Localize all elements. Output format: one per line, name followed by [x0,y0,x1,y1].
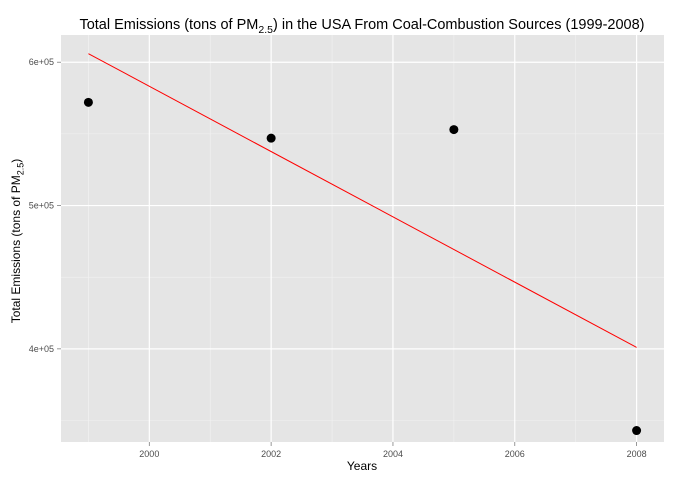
x-tick-label: 2000 [139,449,159,459]
y-tick-label: 5e+05 [29,201,54,211]
plot-panel [61,35,664,442]
x-tick-label: 2002 [261,449,281,459]
data-point [632,426,642,436]
major-gridlines [61,35,664,442]
x-axis-ticks: 2000 2002 2004 2006 2008 [139,442,647,459]
x-tick-label: 2006 [505,449,525,459]
trend-line-layer [88,53,637,348]
y-axis-label: Total Emissions (tons of PM2.5) [9,159,26,324]
data-point [449,125,459,135]
trend-line [88,53,637,348]
y-axis-ticks: 4e+05 5e+05 6e+05 [29,57,61,354]
x-axis-label: Years [347,459,377,473]
x-tick-label: 2004 [383,449,403,459]
data-point [266,133,276,143]
chart-title: Total Emissions (tons of PM2.5) in the U… [79,17,644,36]
y-tick-label: 6e+05 [29,57,54,67]
data-point [83,97,93,107]
x-tick-label: 2008 [627,449,647,459]
data-points [83,97,642,436]
minor-gridlines [61,35,664,442]
y-tick-label: 4e+05 [29,344,54,354]
